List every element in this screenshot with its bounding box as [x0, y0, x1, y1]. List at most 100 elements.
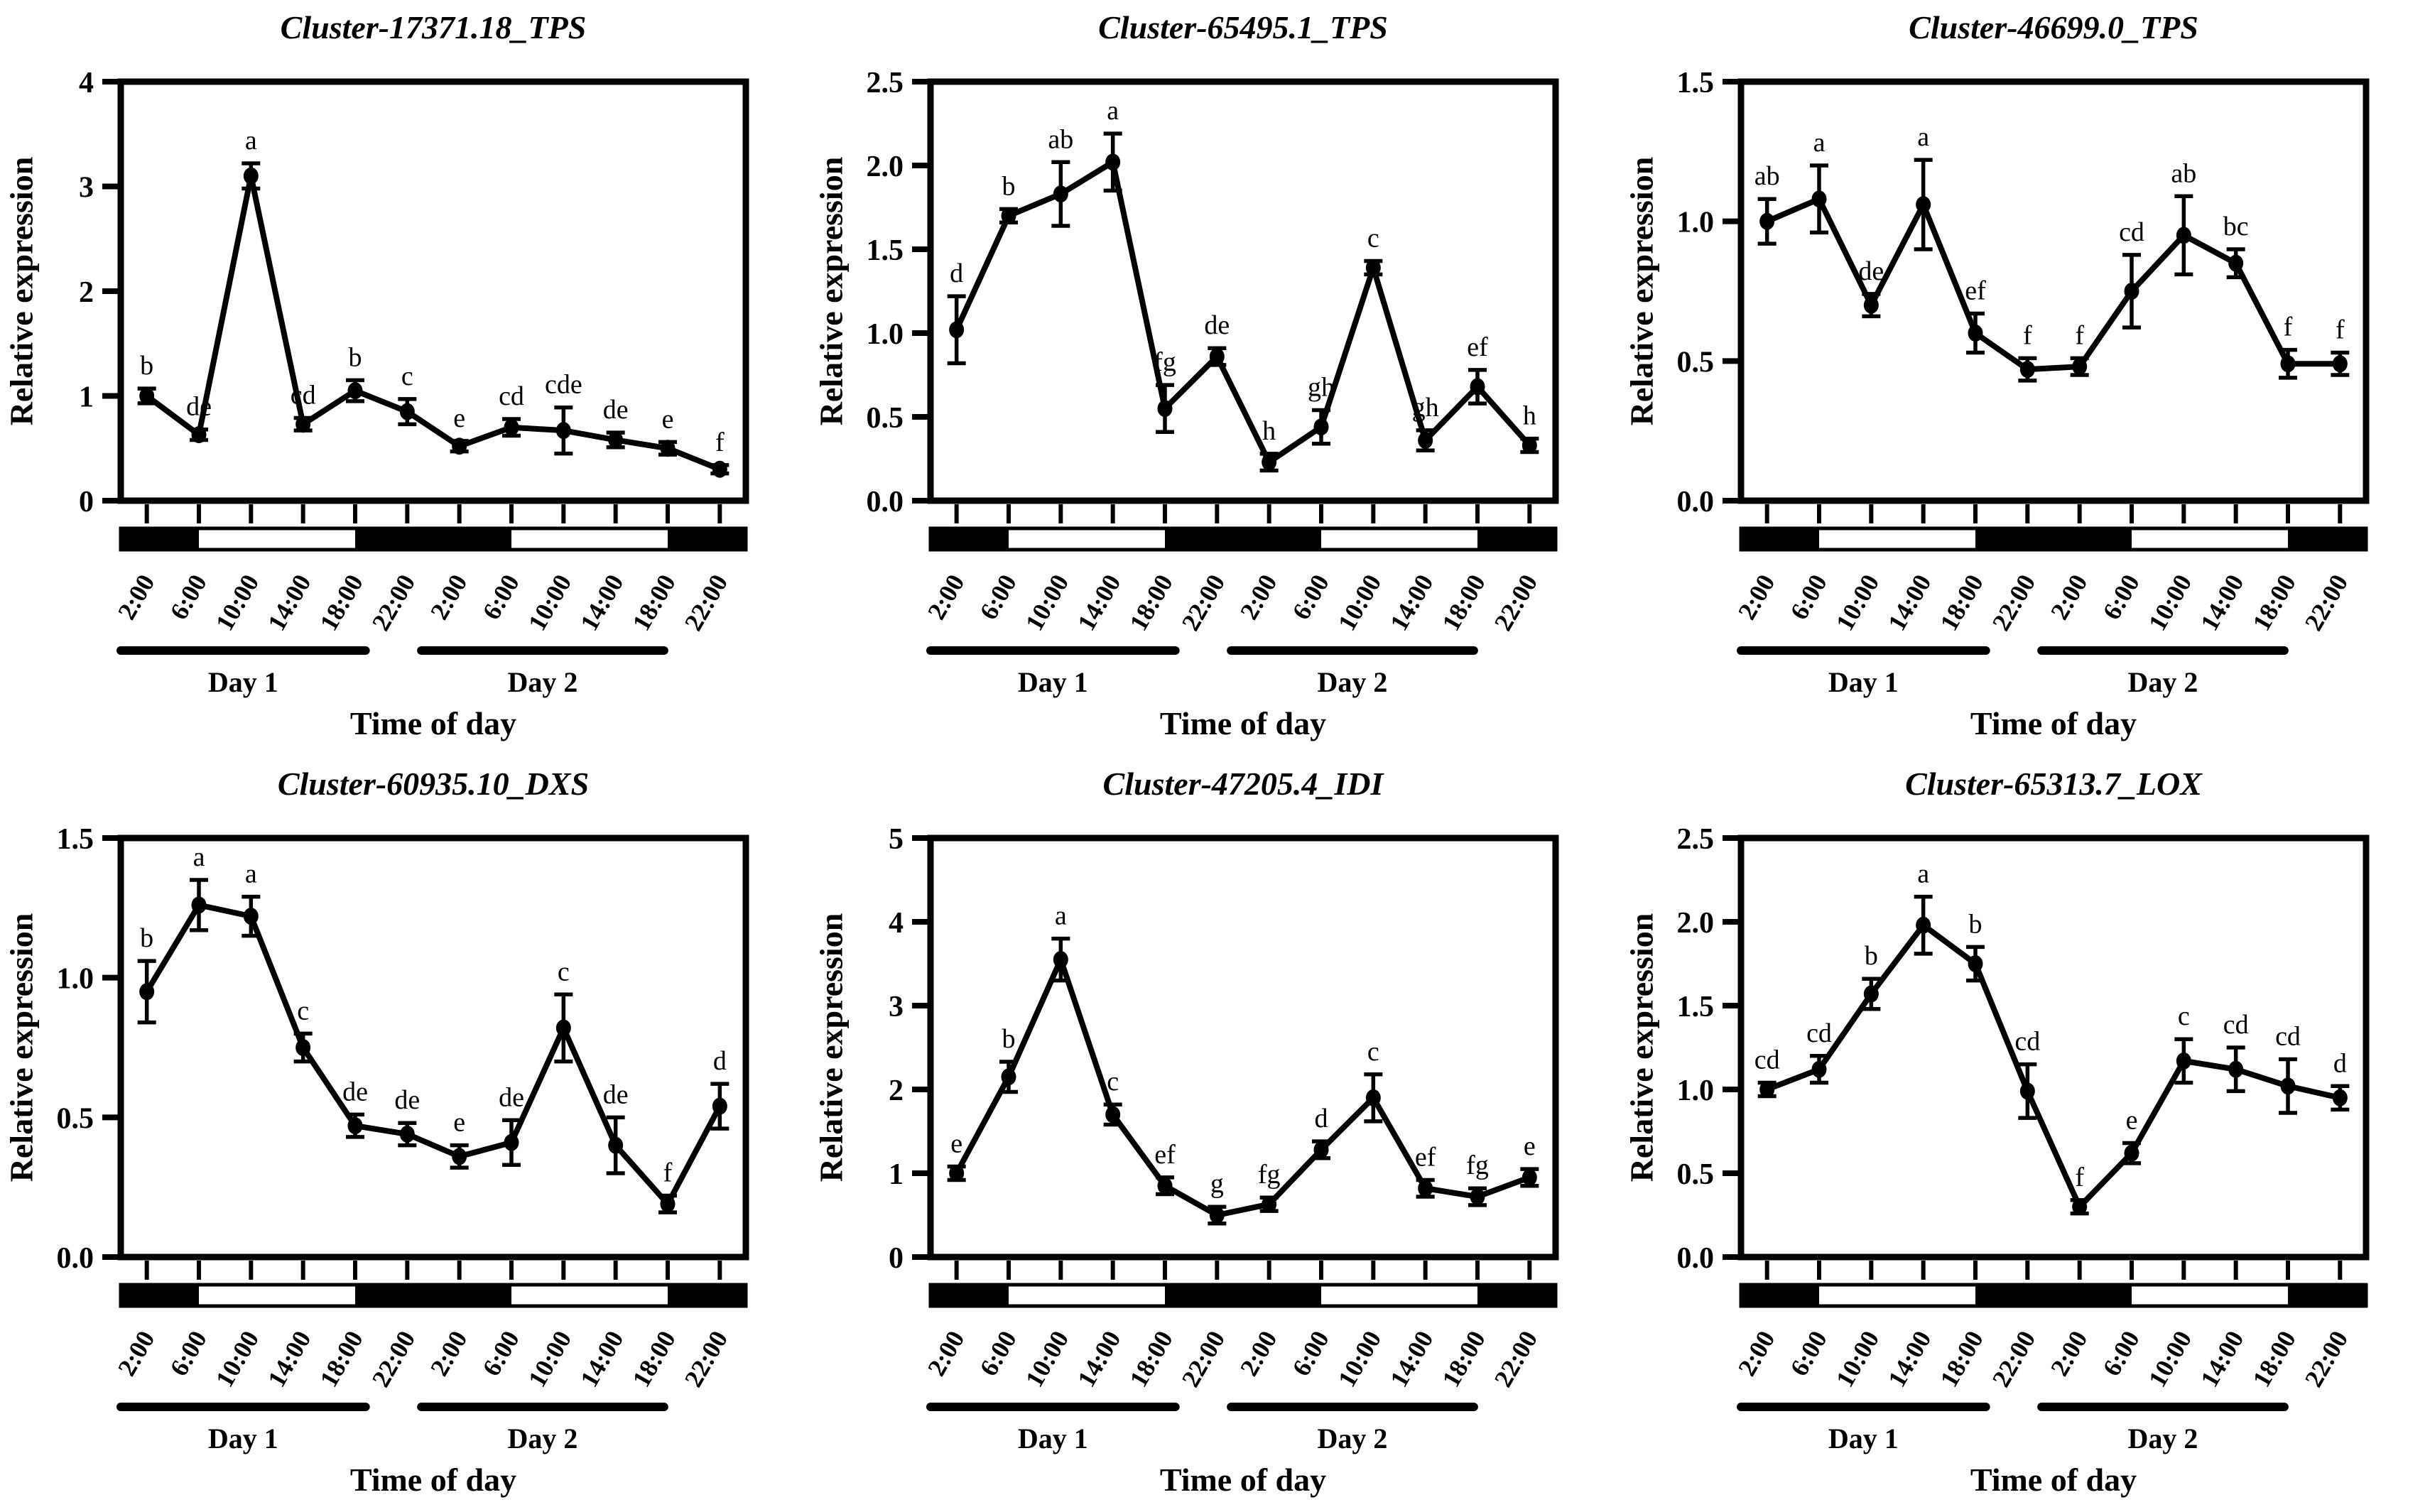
x-tick-label: 2:00	[1235, 1326, 1283, 1381]
x-tick-label: 10:00	[523, 1326, 577, 1392]
significance-letter: e	[1524, 1131, 1536, 1161]
significance-letter: f	[2284, 312, 2293, 342]
chart-panel-65313: Cluster-65313.7_LOX Relative expression …	[1620, 756, 2430, 1512]
x-tick-label: 6:00	[1784, 570, 1833, 624]
y-tick-label: 1.5	[1677, 67, 1715, 99]
significance-letter: f	[2075, 1163, 2084, 1192]
x-tick-label: 2:00	[2045, 570, 2093, 624]
y-tick-label: 1.0	[1677, 207, 1715, 239]
significance-letter: a	[1917, 859, 1929, 889]
significance-letter: f	[715, 428, 725, 457]
x-tick-label: 2:00	[112, 1326, 161, 1381]
y-tick-label: 0	[889, 1242, 904, 1275]
x-tick-label: 2:00	[922, 570, 970, 624]
x-tick-label: 2:00	[2045, 1326, 2093, 1381]
y-tick-label: 4	[889, 907, 904, 940]
significance-letter: b	[1002, 171, 1016, 201]
x-tick-label: 22:00	[679, 570, 734, 636]
data-point	[347, 1117, 363, 1135]
significance-letter: ab	[1048, 124, 1073, 154]
x-tick-label: 14:00	[575, 570, 629, 636]
plot-frame	[117, 78, 749, 504]
data-point	[555, 1019, 571, 1037]
data-point	[2124, 1144, 2139, 1162]
x-tick-label: 2:00	[112, 570, 161, 624]
y-tick-label: 2	[79, 276, 94, 309]
data-point	[1759, 1081, 1775, 1098]
data-point	[243, 167, 259, 185]
significance-letter: c	[2178, 1001, 2190, 1031]
data-point	[1470, 1188, 1485, 1206]
x-tick-label: 22:00	[2299, 570, 2354, 636]
significance-letter: g	[1210, 1169, 1224, 1199]
x-tick-label: 10:00	[1020, 570, 1075, 636]
data-point	[712, 460, 727, 478]
day-label: Day 1	[1018, 1423, 1088, 1454]
y-tick-label: 3	[79, 172, 94, 205]
significance-letter: c	[1367, 224, 1379, 254]
data-point	[1470, 378, 1485, 396]
data-point	[504, 1133, 519, 1151]
y-tick-label: 2.5	[867, 67, 904, 99]
night-segment	[1165, 526, 1321, 552]
data-point	[1262, 1195, 1277, 1213]
data-point	[1863, 985, 1879, 1003]
x-tick-label: 22:00	[1489, 1326, 1544, 1392]
x-tick-label: 6:00	[974, 570, 1022, 624]
data-point	[139, 983, 155, 1001]
significance-letter: de	[186, 392, 212, 422]
data-line	[1766, 196, 2340, 373]
data-point	[2124, 283, 2139, 300]
y-tick-label: 0.5	[1677, 346, 1715, 379]
x-tick-label: 22:00	[2299, 1326, 2354, 1392]
significance-letter: a	[1107, 96, 1119, 126]
x-tick-label: 10:00	[1830, 570, 1885, 636]
x-tick-label: 6:00	[1784, 1326, 1833, 1381]
data-point	[1811, 1060, 1827, 1078]
significance-letter: ab	[1754, 161, 1780, 191]
significance-letter: f	[663, 1158, 673, 1187]
data-point	[1001, 207, 1016, 224]
significance-letter: de	[342, 1077, 368, 1106]
data-point	[1522, 1168, 1537, 1186]
significance-letter: d	[950, 259, 963, 288]
x-tick-label: 10:00	[1830, 1326, 1885, 1392]
x-axis-label: Time of day	[349, 1462, 517, 1498]
significance-letter: f	[2023, 320, 2032, 350]
x-tick-label: 14:00	[2195, 570, 2250, 636]
x-tick-label: 22:00	[367, 570, 421, 636]
significance-letter: de	[603, 1079, 629, 1109]
y-tick-label: 3	[889, 991, 904, 1023]
data-point	[452, 1148, 467, 1165]
day-label: Day 1	[208, 666, 278, 698]
data-point	[1916, 196, 1931, 214]
significance-letter: c	[401, 361, 413, 391]
x-tick-label: 6:00	[2097, 1326, 2145, 1381]
significance-letter: b	[1865, 941, 1878, 971]
x-tick-label: 18:00	[314, 570, 369, 636]
data-point	[2019, 361, 2035, 379]
significance-letter: d	[1315, 1104, 1328, 1133]
plot-frame	[117, 834, 749, 1261]
significance-letter: de	[394, 1085, 420, 1115]
x-tick-label: 10:00	[1333, 570, 1387, 636]
x-tick-label: 22:00	[1489, 570, 1544, 636]
x-tick-label: 10:00	[1020, 1326, 1075, 1392]
significance-letter: cd	[1754, 1045, 1780, 1075]
y-tick-label: 1.5	[57, 823, 94, 856]
x-tick-label: 2:00	[1732, 570, 1781, 624]
significance-letter: a	[1813, 128, 1826, 158]
data-line	[145, 173, 721, 472]
significance-letter: a	[245, 859, 257, 889]
data-point	[1053, 951, 1068, 969]
data-line	[954, 159, 1532, 465]
significance-letter: c	[1367, 1037, 1379, 1067]
significance-letter: fg	[1466, 1151, 1489, 1180]
y-tick-label: 1.0	[867, 318, 904, 351]
x-tick-label: 14:00	[1384, 570, 1439, 636]
chart-panel-47205: Cluster-47205.4_IDI Relative expression …	[810, 756, 1620, 1512]
night-segment	[355, 1283, 511, 1308]
significance-letter: h	[1262, 416, 1276, 446]
